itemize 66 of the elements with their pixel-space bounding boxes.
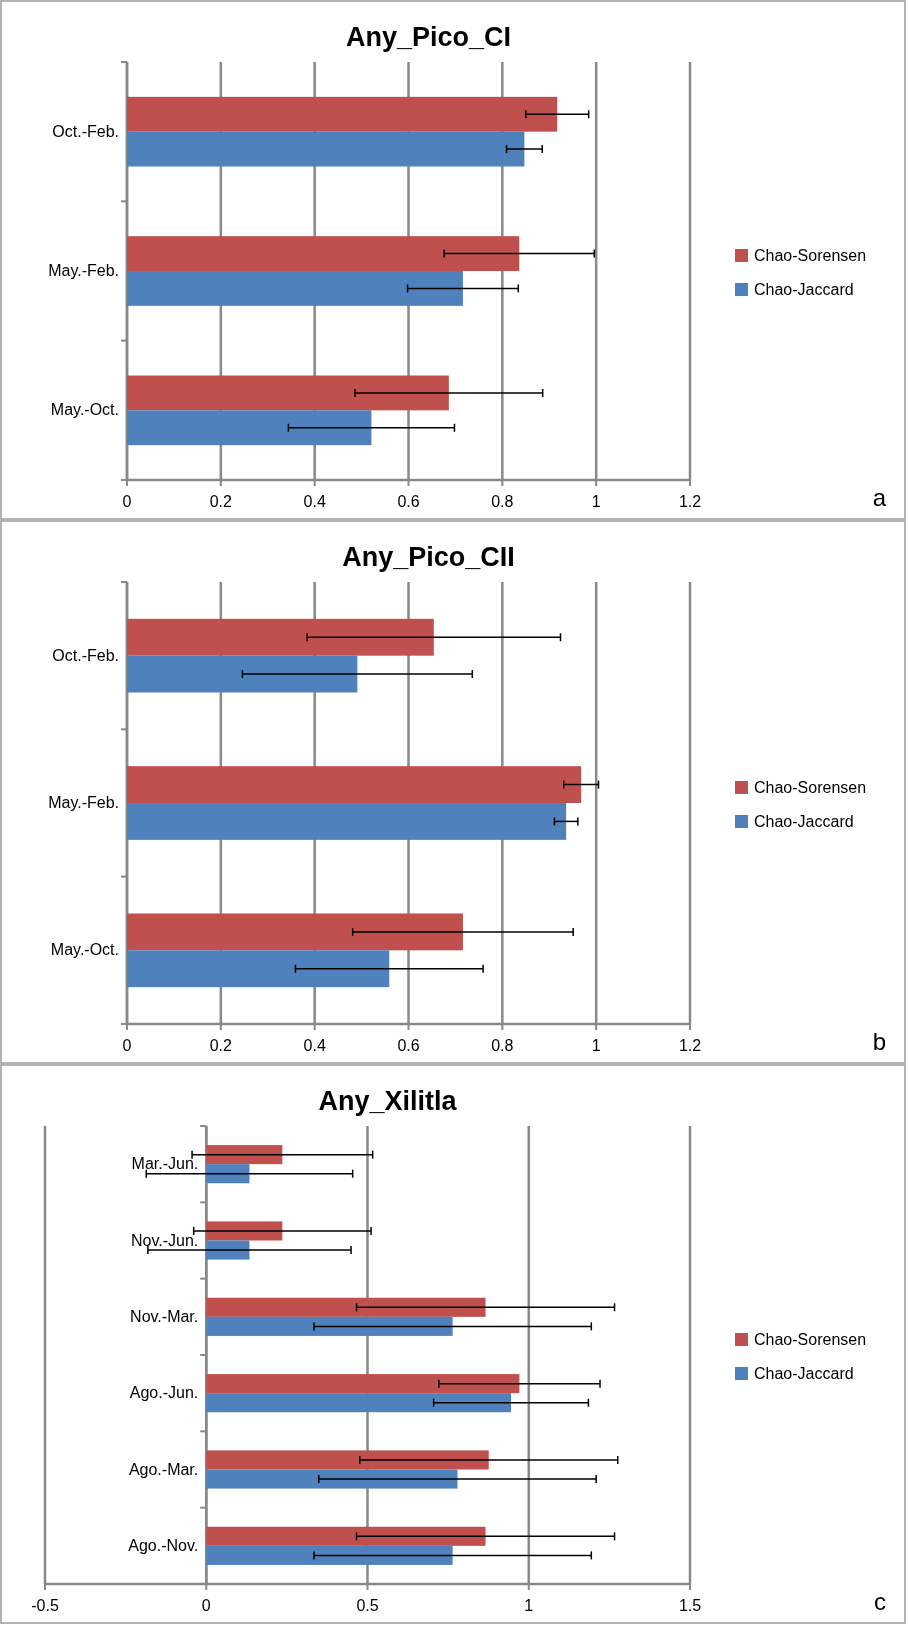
- y-tick-label: May.-Oct.: [50, 401, 119, 419]
- bar: [206, 1526, 486, 1546]
- text: c: [874, 1588, 886, 1615]
- bar: [127, 913, 463, 951]
- x-tick-label: 0.8: [491, 493, 514, 510]
- bar: [206, 1393, 512, 1413]
- chart-title: Any_Xilitla: [318, 1086, 458, 1116]
- x-tick-label: 0: [122, 493, 132, 510]
- y-tick-label: May.-Feb.: [48, 262, 119, 279]
- bar: [127, 410, 372, 446]
- bar: [127, 131, 525, 167]
- y-tick-label: Ago.-Jun.: [129, 1384, 199, 1402]
- text: b: [872, 1028, 886, 1055]
- bar: [206, 1297, 486, 1317]
- bar: [127, 96, 558, 132]
- bar: [127, 236, 520, 271]
- y-tick-label: May.-Oct.: [50, 941, 119, 959]
- bar: [206, 1545, 453, 1565]
- x-tick-label: -0.5: [31, 1597, 59, 1614]
- bar: [206, 1374, 520, 1394]
- y-tick-label: Ago.-Mar.: [128, 1460, 199, 1478]
- x-tick-label: 1.2: [678, 1037, 702, 1054]
- bar: [127, 803, 567, 840]
- bar: [127, 766, 582, 803]
- text: a: [872, 484, 887, 511]
- y-tick-label: Nov.-Mar.: [130, 1307, 199, 1325]
- x-tick-label: 0.2: [209, 1037, 233, 1054]
- x-tick-label: 0.5: [356, 1597, 379, 1614]
- y-tick-label: May.-Feb.: [48, 794, 119, 811]
- x-tick-label: 1.2: [678, 493, 702, 510]
- legend-label: Chao-Jaccard: [754, 281, 854, 298]
- bar: [206, 1221, 283, 1241]
- chart-title: Any_Pico_CII: [342, 542, 515, 572]
- bar: [127, 950, 390, 988]
- x-tick-label: 1: [591, 1037, 601, 1054]
- x-tick-label: 0.2: [209, 493, 233, 510]
- x-tick-label: 1: [591, 493, 601, 510]
- bar: [127, 375, 449, 411]
- x-tick-label: 1: [524, 1597, 534, 1614]
- bar: [127, 655, 358, 693]
- x-tick-label: 0.8: [491, 1037, 514, 1054]
- x-tick-label: 1.5: [678, 1597, 702, 1614]
- legend-label: Chao-Jaccard: [754, 813, 854, 830]
- x-tick-label: 0: [122, 1037, 132, 1054]
- y-tick-label: Oct.-Feb.: [52, 646, 119, 664]
- bar: [206, 1164, 250, 1184]
- y-tick-label: Ago.-Nov.: [128, 1536, 199, 1554]
- legend-label: Chao-Jaccard: [754, 1365, 854, 1382]
- bar: [206, 1145, 283, 1165]
- x-tick-label: 0: [201, 1597, 211, 1614]
- y-tick-label: Oct.-Feb.: [52, 122, 119, 140]
- x-tick-label: 0.6: [397, 1037, 420, 1054]
- bar: [206, 1469, 458, 1489]
- y-tick-label: Mar.-Jun.: [131, 1155, 199, 1173]
- legend-label: Chao-Sorensen: [754, 779, 867, 796]
- bar: [127, 271, 463, 306]
- chart-title: Any_Pico_CI: [345, 22, 512, 52]
- y-tick-label: Nov.-Jun.: [130, 1231, 199, 1249]
- bar: [206, 1450, 489, 1470]
- legend-label: Chao-Sorensen: [754, 247, 867, 264]
- x-tick-label: 0.6: [397, 493, 420, 510]
- bar: [206, 1316, 453, 1336]
- legend-label: Chao-Sorensen: [754, 1331, 867, 1348]
- bar: [127, 618, 434, 656]
- x-tick-label: 0.4: [303, 1037, 326, 1054]
- x-tick-label: 0.4: [303, 493, 326, 510]
